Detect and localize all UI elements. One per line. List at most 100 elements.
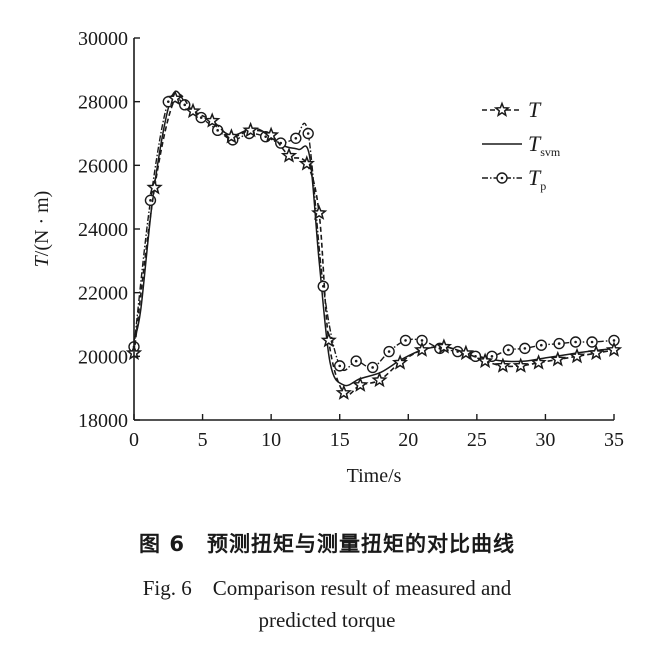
x-tick-label: 25 xyxy=(467,429,487,451)
data-point-tp xyxy=(144,194,157,207)
series-line-tp xyxy=(133,94,615,372)
data-point-t xyxy=(263,126,280,143)
marker-dot xyxy=(338,364,342,368)
data-point-tp xyxy=(334,360,346,372)
marker-dot xyxy=(306,132,310,135)
legend-label: Tp xyxy=(528,165,546,193)
marker-dot xyxy=(500,176,504,180)
data-point-t xyxy=(549,350,567,367)
data-point-tp xyxy=(195,111,207,124)
marker-dot xyxy=(574,340,577,344)
chart-axes: 0 5 10 15 20 25 30 35 18000 20000 22000 24000 26000 2… xyxy=(31,28,624,487)
legend-label: Tsvm xyxy=(528,131,561,159)
data-point-t xyxy=(530,354,547,370)
chart-container: 0 5 10 15 20 25 30 35 18000 20000 22000 24000 26000 2… xyxy=(31,28,624,487)
legend-entry-tp: Tp xyxy=(482,165,546,193)
data-point-t xyxy=(242,121,259,138)
data-point-tp xyxy=(535,339,548,351)
data-point-tp xyxy=(275,137,287,149)
plot-area xyxy=(125,89,623,400)
marker-dot xyxy=(354,359,358,363)
marker-dot xyxy=(294,136,298,140)
data-point-t xyxy=(391,354,409,370)
legend-marker xyxy=(496,172,508,184)
marker-dot xyxy=(507,348,510,352)
data-point-t xyxy=(476,352,494,369)
figure-caption-english-line2: predicted torque xyxy=(258,608,396,632)
series-tp xyxy=(128,94,620,374)
data-point-t xyxy=(167,89,184,106)
data-point-t xyxy=(512,357,529,373)
data-point-tp xyxy=(290,132,302,144)
marker-dot xyxy=(404,339,407,342)
x-tick-label: 5 xyxy=(198,429,208,451)
data-point-tp xyxy=(179,99,191,111)
y-tick-label: 18000 xyxy=(78,410,128,432)
data-point-tp xyxy=(211,124,224,137)
data-point-t xyxy=(494,357,512,373)
legend-marker xyxy=(493,101,511,117)
marker-dot xyxy=(264,135,267,138)
marker-dot xyxy=(216,129,219,132)
y-tick-label: 26000 xyxy=(78,155,128,177)
legend-subscript: p xyxy=(540,179,546,193)
x-axis-title: Time/s xyxy=(347,465,402,487)
x-tick-label: 30 xyxy=(535,429,555,451)
marker-dot xyxy=(420,339,424,342)
y-axis-title: T/(N · m) xyxy=(31,191,53,268)
y-tick-label: 24000 xyxy=(78,219,128,241)
x-tick-label: 20 xyxy=(398,429,418,451)
legend-symbol: T xyxy=(528,131,542,156)
data-point-t xyxy=(223,128,240,144)
marker-dot xyxy=(557,342,561,345)
legend-label: T xyxy=(528,97,542,122)
data-point-t xyxy=(457,344,475,361)
y-tick-label: 30000 xyxy=(78,28,128,50)
data-point-tp xyxy=(302,127,314,140)
data-point-tp xyxy=(586,336,598,348)
data-point-t xyxy=(335,384,352,400)
data-point-tp xyxy=(399,334,412,347)
marker-dot xyxy=(371,366,374,369)
data-point-t xyxy=(435,338,453,354)
legend-entry-t: T xyxy=(482,97,542,122)
x-tick-label: 15 xyxy=(330,429,350,451)
data-point-tp xyxy=(569,336,582,348)
marker-dot xyxy=(199,116,203,119)
data-point-t xyxy=(280,147,298,163)
x-tick-label: 35 xyxy=(604,429,624,451)
data-point-t xyxy=(413,341,431,357)
y-axis-title-symbol: T xyxy=(31,254,53,267)
marker-dot xyxy=(612,339,616,342)
data-point-tp xyxy=(502,344,515,356)
data-point-tp xyxy=(366,361,379,374)
marker-dot xyxy=(490,355,494,358)
data-point-tp xyxy=(317,280,329,292)
marker-dot xyxy=(279,141,283,145)
x-tick-label: 0 xyxy=(129,429,139,451)
data-point-t xyxy=(371,371,388,388)
data-point-tp xyxy=(383,345,395,358)
data-point-tp xyxy=(553,337,565,350)
marker-dot xyxy=(387,350,391,353)
marker-dot xyxy=(183,103,187,107)
data-point-t xyxy=(320,331,337,348)
y-tick-label: 28000 xyxy=(78,92,128,114)
legend-symbol: T xyxy=(528,97,542,122)
marker-dot xyxy=(540,343,543,347)
legend-symbol: T xyxy=(528,165,542,190)
data-point-t xyxy=(146,179,163,195)
figure-caption-chinese: 图 6 预测扭矩与测量扭矩的对比曲线 xyxy=(139,532,515,556)
marker-dot xyxy=(590,340,594,344)
marker-dot xyxy=(523,347,527,350)
figure-caption-english-line1: Fig. 6 Comparison result of measured and xyxy=(142,576,512,600)
legend-subscript: svm xyxy=(540,145,561,159)
data-point-t xyxy=(352,376,369,392)
y-axis-title-unit: /(N · m) xyxy=(31,191,53,257)
data-point-t xyxy=(568,347,586,364)
series-t xyxy=(125,89,623,400)
torque-line-chart: 0 5 10 15 20 25 30 35 18000 20000 22000 24000 26000 2… xyxy=(31,28,624,487)
legend-entry-tsvm: Tsvm xyxy=(482,131,561,159)
data-point-t xyxy=(311,204,328,220)
